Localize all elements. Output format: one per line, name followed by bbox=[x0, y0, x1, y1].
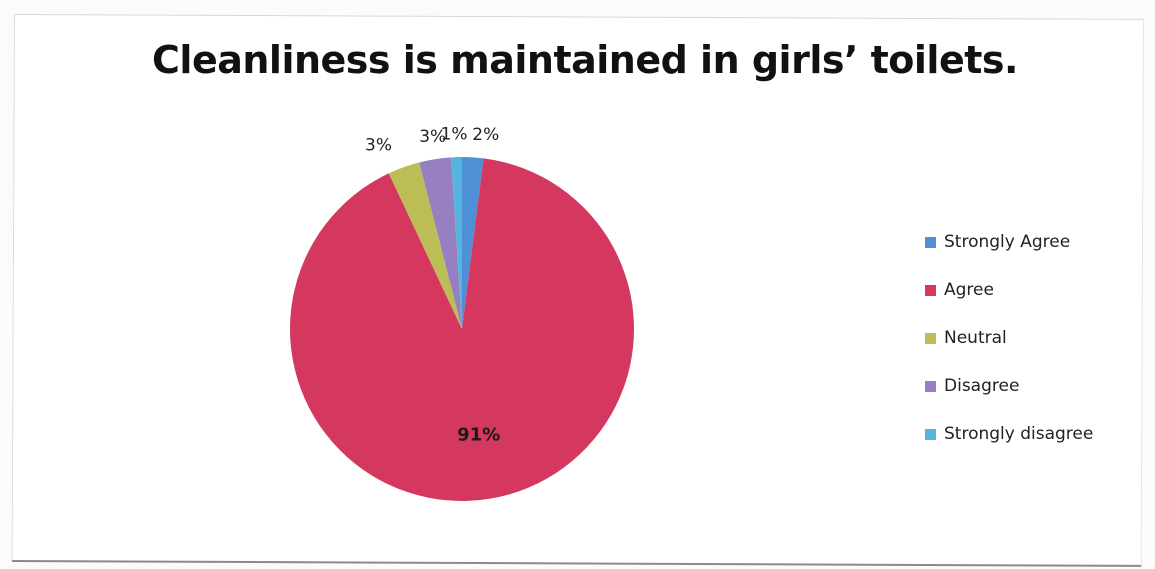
legend-label-strongly-disagree: Strongly disagree bbox=[944, 424, 1094, 444]
chart-title: Cleanliness is maintained in girls’ toil… bbox=[152, 38, 1018, 82]
data-label-strongly-disagree: 1% bbox=[441, 125, 468, 145]
pie-slice-strongly-disagree bbox=[451, 157, 462, 329]
legend-swatch-strongly-disagree bbox=[925, 428, 936, 440]
legend-item-strongly-disagree: Strongly disagree bbox=[925, 422, 1093, 446]
pie-slice-agree bbox=[289, 158, 634, 502]
legend-label-strongly-agree: Strongly Agree bbox=[944, 232, 1071, 252]
data-label-neutral: 3% bbox=[365, 136, 392, 156]
legend-item-disagree: Disagree bbox=[925, 374, 1093, 398]
legend-swatch-agree bbox=[925, 284, 936, 296]
legend-label-agree: Agree bbox=[944, 280, 994, 300]
pie-slice-neutral bbox=[388, 162, 462, 329]
data-label-strongly-agree: 2% bbox=[472, 125, 499, 145]
pie-slice-strongly-agree bbox=[462, 157, 484, 329]
legend-swatch-strongly-agree bbox=[925, 236, 936, 248]
legend-item-agree: Agree bbox=[925, 278, 1093, 302]
legend-swatch-disagree bbox=[925, 380, 936, 392]
legend-swatch-neutral bbox=[925, 332, 936, 344]
legend-item-neutral: Neutral bbox=[925, 326, 1093, 350]
chart-legend: Strongly Agree Agree Neutral Disagree St… bbox=[925, 230, 1093, 470]
legend-label-neutral: Neutral bbox=[944, 328, 1007, 348]
data-label-disagree: 3% bbox=[419, 127, 446, 147]
data-label-agree: 91% bbox=[457, 424, 500, 445]
legend-item-strongly-agree: Strongly Agree bbox=[925, 230, 1093, 254]
pie-slice-disagree bbox=[419, 157, 462, 329]
legend-label-disagree: Disagree bbox=[944, 376, 1020, 396]
